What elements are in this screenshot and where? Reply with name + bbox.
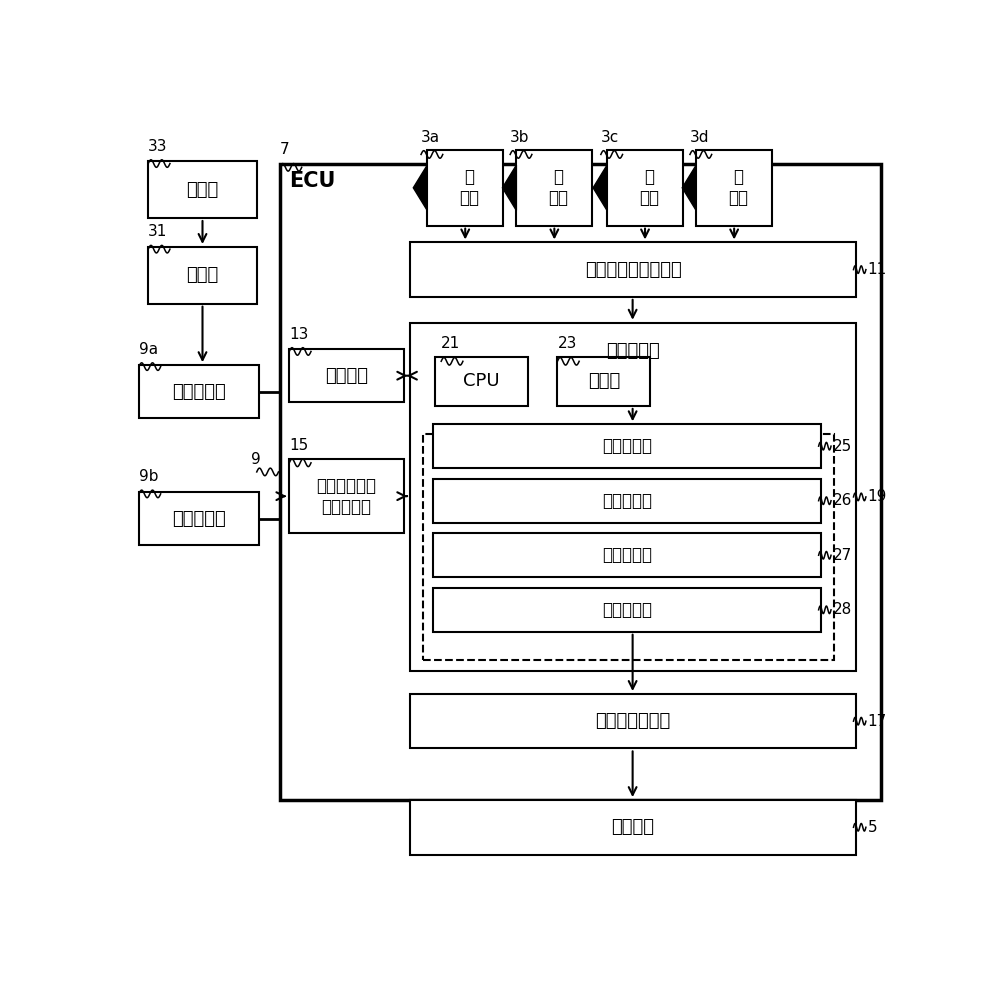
- Bar: [427, 150, 503, 225]
- Polygon shape: [682, 165, 696, 211]
- Bar: [435, 357, 528, 406]
- Text: CPU: CPU: [463, 372, 500, 391]
- Text: 33: 33: [148, 139, 168, 154]
- Text: 7: 7: [280, 143, 290, 157]
- Text: 后
相机: 后 相机: [548, 168, 568, 208]
- Text: 车辆信息输入
信号处理部: 车辆信息输入 信号处理部: [317, 477, 377, 516]
- Text: 9a: 9a: [139, 341, 158, 357]
- Text: ECU: ECU: [289, 171, 336, 191]
- Polygon shape: [413, 165, 427, 211]
- Bar: [433, 424, 821, 468]
- Text: 存储装置: 存储装置: [325, 367, 368, 385]
- Bar: [433, 479, 821, 523]
- Polygon shape: [502, 165, 516, 211]
- Text: 17: 17: [867, 713, 887, 729]
- Text: 换挡传感器: 换挡传感器: [172, 383, 226, 400]
- Text: 5: 5: [867, 820, 877, 834]
- Text: 前
相机: 前 相机: [459, 168, 479, 208]
- Polygon shape: [593, 165, 607, 211]
- Text: 11: 11: [867, 262, 887, 277]
- Text: 15: 15: [289, 438, 309, 453]
- Text: 选择杆: 选择杆: [186, 267, 219, 284]
- Text: 变速箱: 变速箱: [186, 181, 219, 199]
- Text: 显示控制部: 显示控制部: [602, 601, 652, 619]
- Text: 9b: 9b: [139, 469, 158, 484]
- Text: 9: 9: [251, 452, 260, 466]
- Bar: [289, 349, 404, 402]
- Bar: [410, 242, 856, 297]
- Bar: [139, 492, 259, 545]
- Bar: [148, 161, 257, 218]
- Text: 存储器: 存储器: [588, 372, 620, 391]
- Bar: [433, 587, 821, 632]
- Text: 21: 21: [441, 337, 460, 351]
- Bar: [148, 247, 257, 304]
- Text: 左
相机: 左 相机: [639, 168, 659, 208]
- Text: 13: 13: [289, 327, 309, 341]
- Text: 19: 19: [867, 489, 887, 505]
- Bar: [280, 163, 881, 800]
- Bar: [410, 694, 856, 749]
- Text: 图像生成部: 图像生成部: [602, 546, 652, 564]
- Text: 车速传感器: 车速传感器: [172, 510, 226, 527]
- Bar: [696, 150, 772, 225]
- Text: 显示装置: 显示装置: [612, 819, 655, 836]
- Text: 输出信号处理部: 输出信号处理部: [595, 712, 671, 730]
- Text: 3a: 3a: [421, 130, 440, 145]
- Text: 26: 26: [833, 493, 852, 508]
- Text: 27: 27: [833, 548, 852, 563]
- Bar: [410, 323, 856, 671]
- Bar: [557, 357, 650, 406]
- Bar: [139, 365, 259, 418]
- Bar: [289, 459, 404, 533]
- Text: 3b: 3b: [510, 130, 530, 145]
- Text: 25: 25: [833, 439, 852, 454]
- Bar: [410, 800, 856, 854]
- Text: 3d: 3d: [690, 130, 709, 145]
- Bar: [607, 150, 683, 225]
- Text: 23: 23: [557, 337, 577, 351]
- Text: 状态判定部: 状态判定部: [602, 437, 652, 456]
- Text: 图像处理部: 图像处理部: [606, 341, 660, 359]
- Text: 28: 28: [833, 602, 852, 617]
- Bar: [516, 150, 592, 225]
- Text: 3c: 3c: [601, 130, 619, 145]
- Text: 右
相机: 右 相机: [728, 168, 748, 208]
- Text: 相机输入信号处理部: 相机输入信号处理部: [585, 261, 681, 278]
- Text: 31: 31: [148, 224, 168, 239]
- Bar: [423, 434, 834, 660]
- Bar: [433, 533, 821, 578]
- Text: 速度检测部: 速度检测部: [602, 492, 652, 510]
